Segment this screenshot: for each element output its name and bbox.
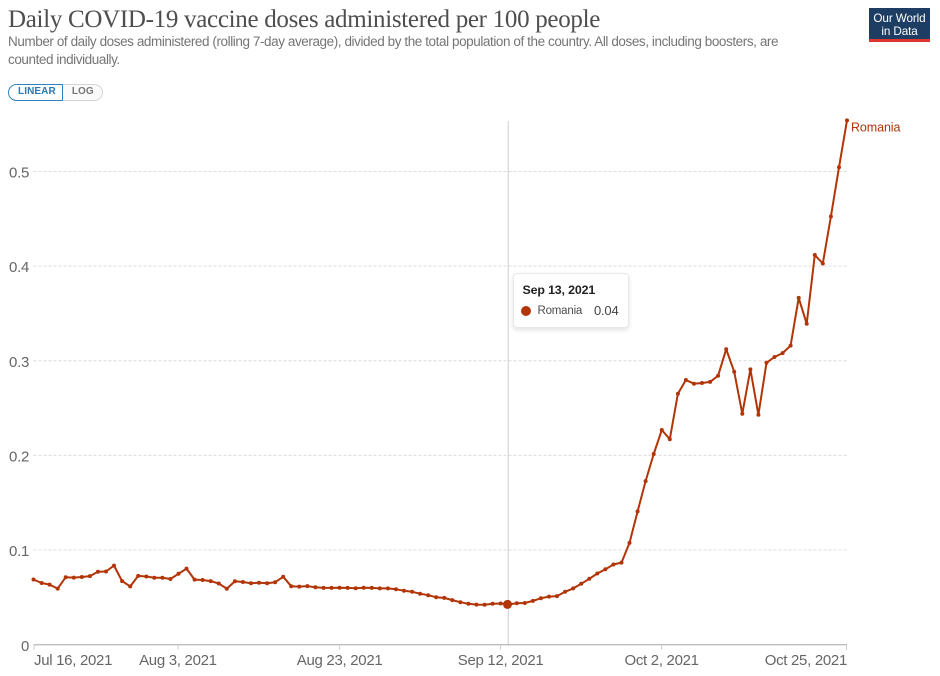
svg-text:0.2: 0.2 bbox=[9, 449, 29, 466]
svg-text:Oct 2, 2021: Oct 2, 2021 bbox=[624, 652, 698, 669]
svg-text:Romania: Romania bbox=[851, 121, 900, 135]
svg-text:Aug 23, 2021: Aug 23, 2021 bbox=[297, 652, 383, 669]
svg-text:0.4: 0.4 bbox=[9, 259, 29, 276]
svg-text:0.3: 0.3 bbox=[9, 354, 29, 371]
svg-text:0.5: 0.5 bbox=[9, 165, 29, 182]
svg-text:Oct 25, 2021: Oct 25, 2021 bbox=[765, 652, 847, 669]
svg-text:Sep 12, 2021: Sep 12, 2021 bbox=[458, 652, 544, 669]
svg-text:0: 0 bbox=[21, 638, 29, 655]
svg-text:Jul 16, 2021: Jul 16, 2021 bbox=[34, 652, 112, 669]
svg-text:Aug 3, 2021: Aug 3, 2021 bbox=[139, 652, 217, 669]
svg-text:0.1: 0.1 bbox=[9, 543, 29, 560]
